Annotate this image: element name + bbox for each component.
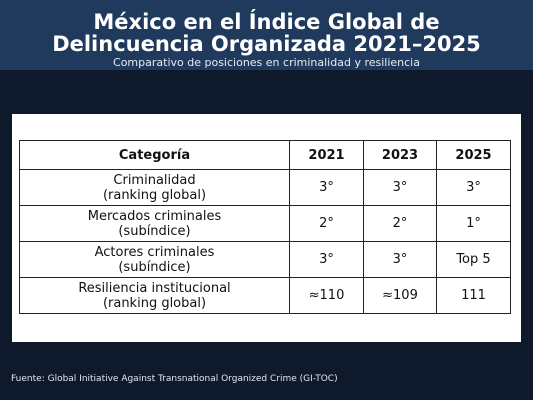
table-panel: Categoría 2021 2023 2025 Criminalidad (r… xyxy=(12,114,521,342)
value-cell-2021: 2° xyxy=(289,205,364,242)
table-row: Criminalidad (ranking global) 3° 3° 3° xyxy=(19,169,511,206)
value-cell-2023: ≈109 xyxy=(363,277,437,314)
table-row: Mercados criminales (subíndice) 2° 2° 1° xyxy=(19,205,511,242)
source-note: Fuente: Global Initiative Against Transn… xyxy=(11,374,338,384)
title-banner xyxy=(0,0,533,70)
value-cell-2025: 3° xyxy=(436,169,511,206)
page-title: México en el Índice Global de Delincuenc… xyxy=(52,10,481,56)
value-cell-2025: 111 xyxy=(436,277,511,314)
value-cell-2023: 3° xyxy=(363,169,437,206)
table-header-row: Categoría 2021 2023 2025 xyxy=(19,140,511,170)
value-cell-2025: Top 5 xyxy=(436,241,511,278)
header-cell-2025: 2025 xyxy=(436,140,511,170)
value-cell-2023: 2° xyxy=(363,205,437,242)
value-cell-2025: 1° xyxy=(436,205,511,242)
value-cell-2021: ≈110 xyxy=(289,277,364,314)
ranking-table: Categoría 2021 2023 2025 Criminalidad (r… xyxy=(19,140,511,314)
row-label-cell: Criminalidad (ranking global) xyxy=(19,169,290,206)
header-cell-2023: 2023 xyxy=(363,140,437,170)
header-cell-2021: 2021 xyxy=(289,140,364,170)
value-cell-2023: 3° xyxy=(363,241,437,278)
page-subtitle: Comparativo de posiciones en criminalida… xyxy=(113,56,420,69)
table-row: Resiliencia institucional (ranking globa… xyxy=(19,277,511,314)
row-label-cell: Actores criminales (subíndice) xyxy=(19,241,290,278)
table-row: Actores criminales (subíndice) 3° 3° Top… xyxy=(19,241,511,278)
value-cell-2021: 3° xyxy=(289,169,364,206)
value-cell-2021: 3° xyxy=(289,241,364,278)
row-label-cell: Resiliencia institucional (ranking globa… xyxy=(19,277,290,314)
header-cell-category: Categoría xyxy=(19,140,290,170)
row-label-cell: Mercados criminales (subíndice) xyxy=(19,205,290,242)
